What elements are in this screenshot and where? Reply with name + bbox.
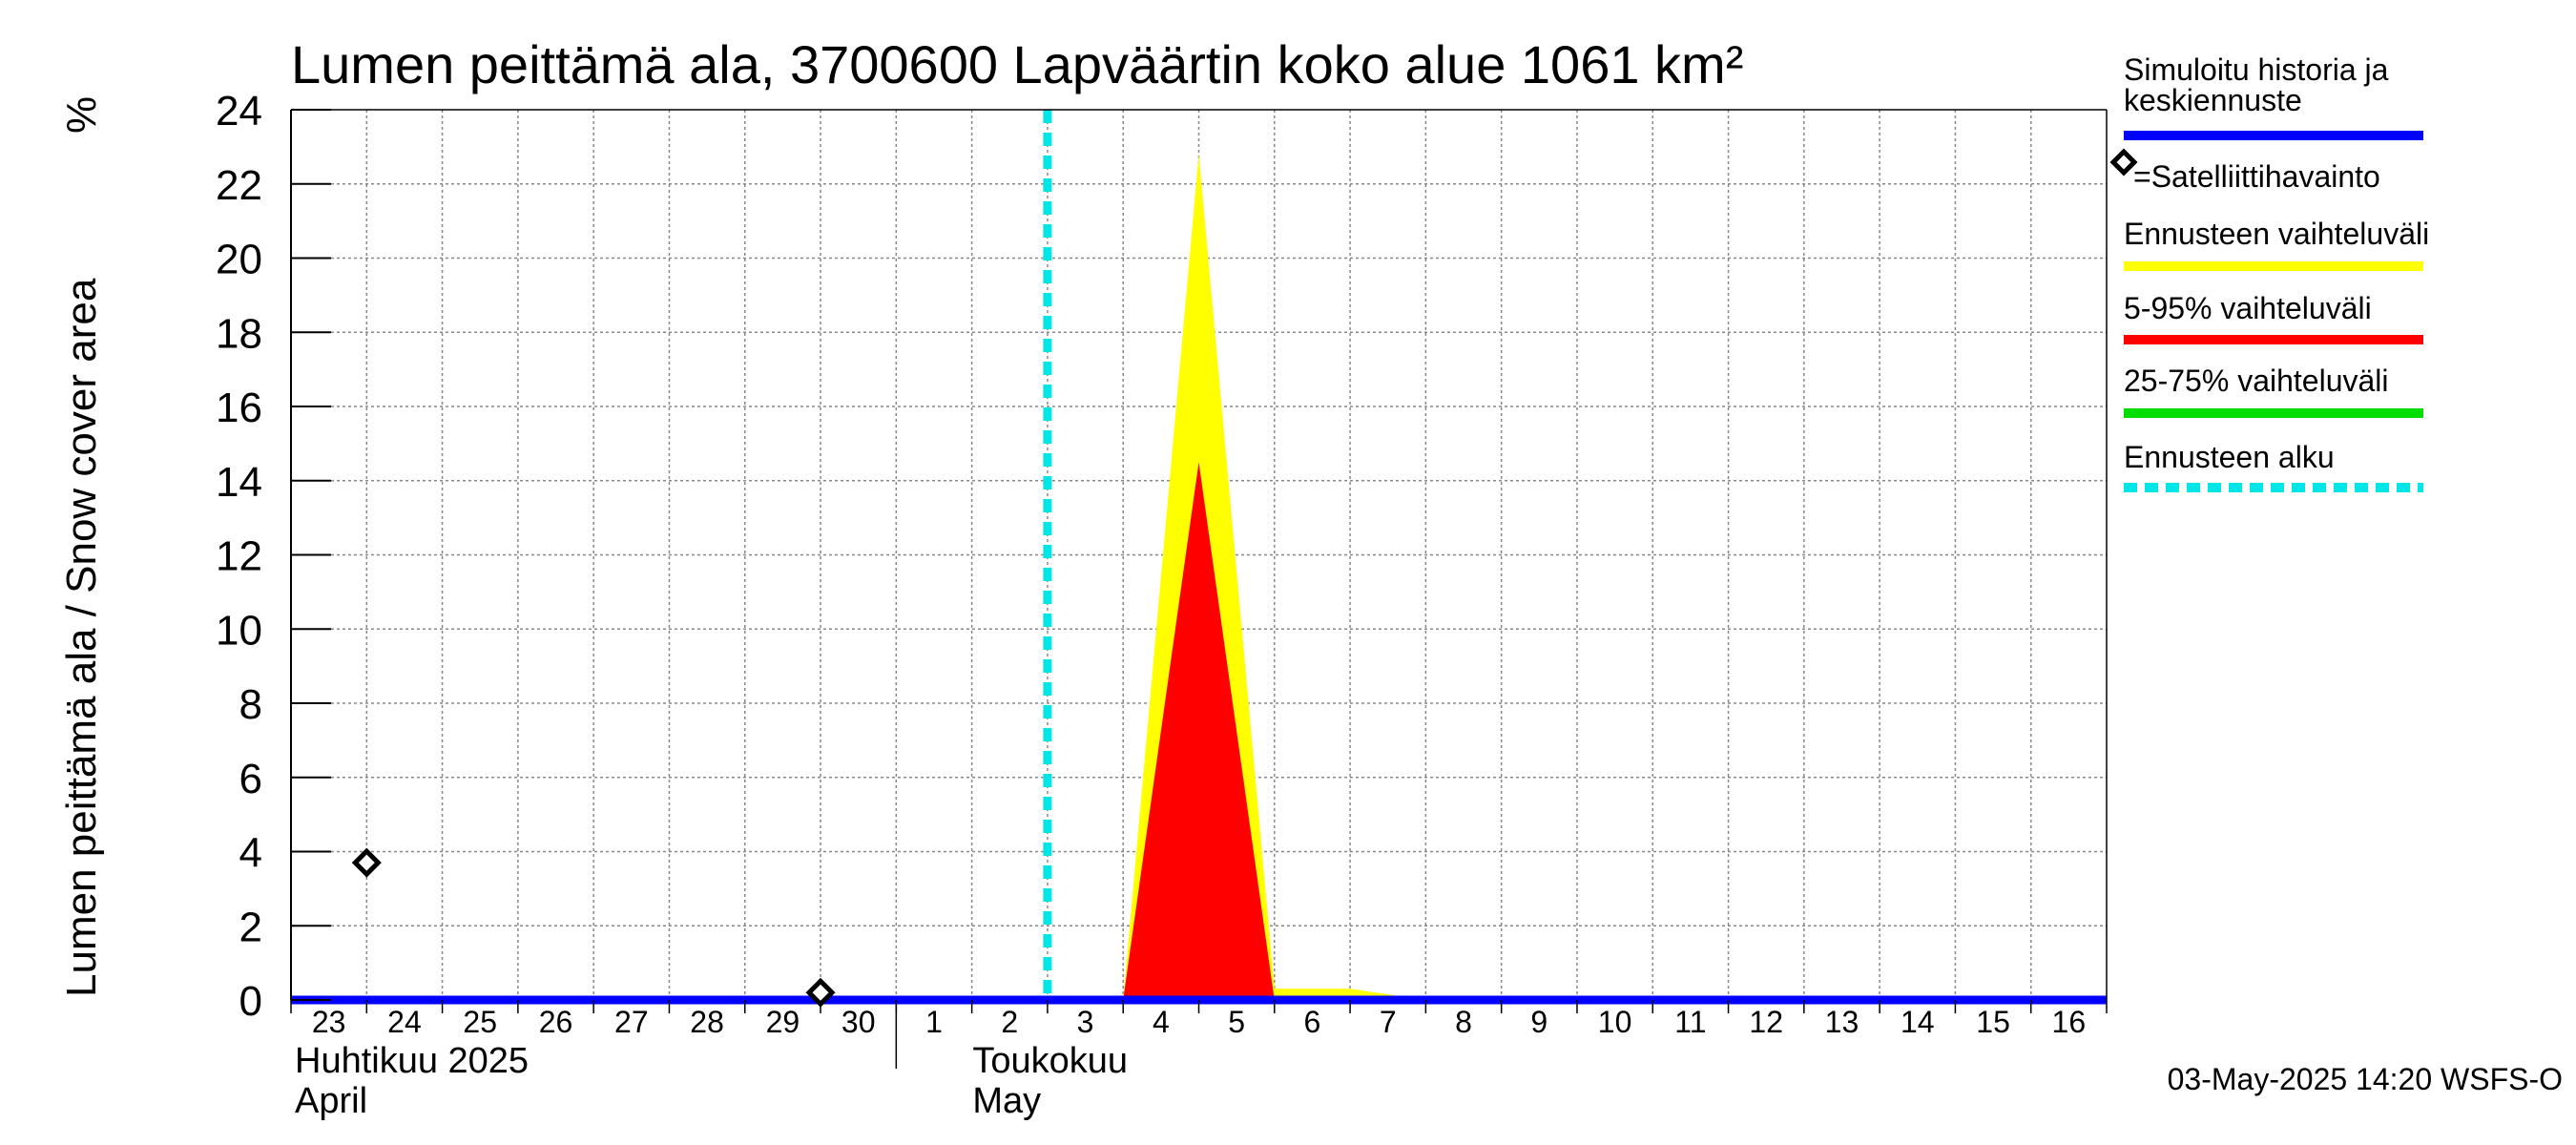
observation-marker <box>351 847 382 878</box>
y-tick-label: 4 <box>239 830 262 877</box>
x-tick-label: 28 <box>690 1005 724 1039</box>
y-tick-label: 6 <box>239 756 262 802</box>
x-tick-label: 7 <box>1380 1005 1397 1039</box>
y-tick-label: 24 <box>216 88 262 135</box>
legend-item: 5-95% vaihteluväli <box>2124 291 2423 344</box>
forecast-bands <box>1123 154 1426 1001</box>
legend-label: Ennusteen alku <box>2124 440 2335 474</box>
y-tick-label: 8 <box>239 681 262 728</box>
y-tick-label: 12 <box>216 533 262 580</box>
y-tick-label: 14 <box>216 459 262 506</box>
x-tick-label: 2 <box>1001 1005 1018 1039</box>
legend-item: Ennusteen vaihteluväli <box>2124 217 2429 271</box>
legend-item: Ennusteen alku <box>2124 440 2423 492</box>
y-tick-label: 10 <box>216 607 262 654</box>
month-label-en-may: May <box>972 1081 1041 1121</box>
y-tick-label: 16 <box>216 385 262 431</box>
chart-title: Lumen peittämä ala, 3700600 Lapväärtin k… <box>291 34 1743 94</box>
month-label-fi-april: Huhtikuu 2025 <box>295 1041 529 1081</box>
x-tick-label: 24 <box>387 1005 422 1039</box>
observation-marker <box>805 977 836 1008</box>
x-tick-label: 6 <box>1304 1005 1321 1039</box>
y-tick-label: 20 <box>216 237 262 283</box>
y-tick-label: 2 <box>239 904 262 950</box>
legend-label-2: keskiennuste <box>2124 83 2302 117</box>
x-tick-label: 16 <box>2052 1005 2087 1039</box>
x-tick-label: 30 <box>841 1005 876 1039</box>
x-tick-label: 10 <box>1598 1005 1632 1039</box>
x-tick-label: 15 <box>1976 1005 2010 1039</box>
y-tick-label: 22 <box>216 162 262 209</box>
x-tick-label: 1 <box>925 1005 943 1039</box>
axes <box>290 109 2108 1069</box>
x-tick-label: 8 <box>1455 1005 1472 1039</box>
x-tick-label: 12 <box>1749 1005 1783 1039</box>
timestamp-footer: 03-May-2025 14:20 WSFS-O <box>2168 1062 2563 1096</box>
y-axis-unit: % <box>58 96 105 134</box>
x-tick-label: 13 <box>1825 1005 1859 1039</box>
x-tick-label: 3 <box>1077 1005 1094 1039</box>
x-tick-label: 23 <box>312 1005 346 1039</box>
x-tick-label: 27 <box>614 1005 649 1039</box>
grid <box>291 110 2107 1000</box>
legend-label: 5-95% vaihteluväli <box>2124 291 2372 325</box>
legend-label: 25-75% vaihteluväli <box>2124 364 2389 398</box>
x-tick-label: 5 <box>1228 1005 1245 1039</box>
x-tick-label: 9 <box>1530 1005 1548 1039</box>
month-label-en-april: April <box>295 1081 367 1121</box>
x-tick-label: 25 <box>463 1005 497 1039</box>
x-tick-label: 14 <box>1901 1005 1935 1039</box>
x-tick-label: 11 <box>1674 1005 1706 1039</box>
y-axis-label: Lumen peittämä ala / Snow cover area <box>58 278 105 997</box>
y-tick-label: 0 <box>239 978 262 1025</box>
legend-label: Ennusteen vaihteluväli <box>2124 217 2429 251</box>
x-tick-label: 26 <box>539 1005 573 1039</box>
legend-item: 25-75% vaihteluväli <box>2124 364 2423 418</box>
month-label-fi-may: Toukokuu <box>972 1041 1128 1081</box>
x-tick-label: 29 <box>766 1005 800 1039</box>
legend-label: =Satelliittihavainto <box>2133 159 2380 194</box>
observations <box>351 847 836 1008</box>
legend-item: =Satelliittihavainto <box>2109 148 2380 194</box>
x-tick-label: 4 <box>1153 1005 1170 1039</box>
y-tick-label: 18 <box>216 310 262 357</box>
legend-label: Simuloitu historia ja <box>2124 52 2389 87</box>
legend-diamond-marker <box>2109 148 2138 177</box>
band-ff0000 <box>1123 462 1275 1000</box>
